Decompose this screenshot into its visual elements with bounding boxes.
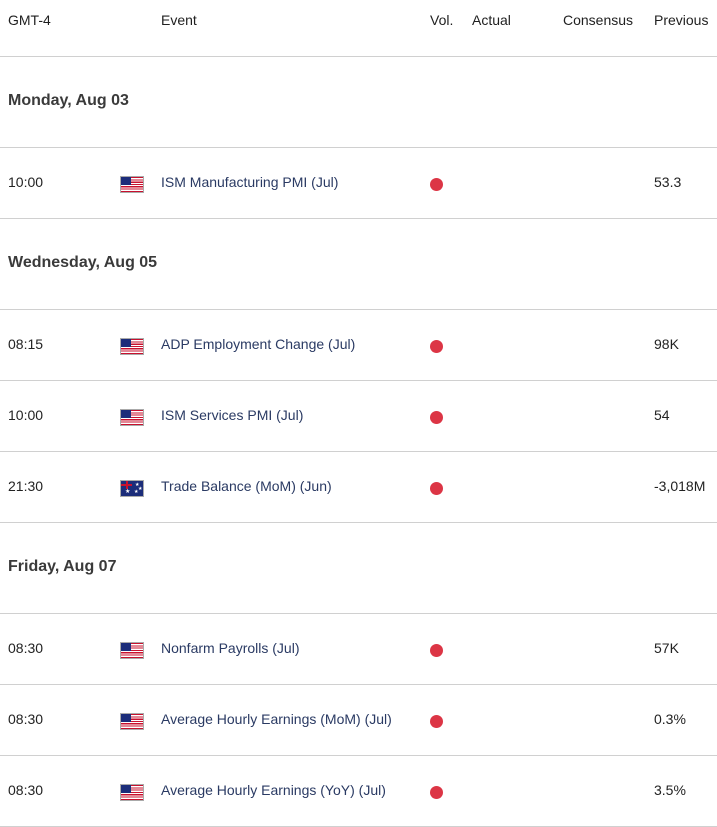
- us-flag-icon: [120, 176, 144, 193]
- previous-value: 98K: [654, 336, 679, 352]
- day-group-header: Wednesday, Aug 05: [0, 219, 717, 310]
- table-row[interactable]: 08:30 Average Hourly Earnings (YoY) (Jul)…: [0, 756, 717, 827]
- table-row[interactable]: 10:00 ISM Manufacturing PMI (Jul) 53.3: [0, 148, 717, 219]
- us-flag-icon: [120, 784, 144, 801]
- high-volatility-dot-icon: [430, 644, 443, 657]
- au-flag-icon: ★ ★ ★ ★: [120, 480, 144, 497]
- event-name-link[interactable]: Nonfarm Payrolls (Jul): [161, 640, 300, 656]
- table-row[interactable]: 08:30 Nonfarm Payrolls (Jul) 57K: [0, 614, 717, 685]
- table-row[interactable]: 10:00 ISM Services PMI (Jul) 54: [0, 381, 717, 452]
- day-label: Wednesday, Aug 05: [8, 254, 158, 271]
- previous-column-header[interactable]: Previous: [654, 12, 709, 28]
- previous-value: 53.3: [654, 174, 682, 190]
- previous-value: 54: [654, 407, 670, 423]
- volatility-column-header[interactable]: Vol.: [430, 12, 454, 28]
- event-time: 08:30: [8, 640, 44, 656]
- event-column-header[interactable]: Event: [161, 12, 197, 28]
- event-time: 21:30: [8, 478, 44, 494]
- consensus-column-header[interactable]: Consensus: [563, 12, 634, 28]
- us-flag-icon: [120, 338, 144, 355]
- us-flag-icon: [120, 713, 144, 730]
- high-volatility-dot-icon: [430, 340, 443, 353]
- table-header: GMT-4 Event Vol. Actual Consensus Previo…: [0, 0, 717, 57]
- timezone-header: GMT-4: [8, 12, 51, 28]
- us-flag-icon: [120, 642, 144, 659]
- table-row[interactable]: 08:15 ADP Employment Change (Jul) 98K: [0, 310, 717, 381]
- day-label: Friday, Aug 07: [8, 558, 117, 575]
- day-group-header: Monday, Aug 03: [0, 57, 717, 148]
- previous-value: -3,018M: [654, 478, 706, 494]
- event-time: 10:00: [8, 407, 44, 423]
- high-volatility-dot-icon: [430, 786, 443, 799]
- high-volatility-dot-icon: [430, 482, 443, 495]
- previous-value: 0.3%: [654, 711, 686, 727]
- previous-value: 57K: [654, 640, 679, 656]
- event-name-link[interactable]: Average Hourly Earnings (YoY) (Jul): [161, 782, 386, 798]
- previous-value: 3.5%: [654, 782, 686, 798]
- day-group-header: Friday, Aug 07: [0, 523, 717, 614]
- event-time: 08:15: [8, 336, 44, 352]
- event-name-link[interactable]: Trade Balance (MoM) (Jun): [161, 478, 332, 494]
- table-row[interactable]: 08:30 Average Hourly Earnings (MoM) (Jul)…: [0, 685, 717, 756]
- high-volatility-dot-icon: [430, 178, 443, 191]
- event-name-link[interactable]: Average Hourly Earnings (MoM) (Jul): [161, 711, 392, 727]
- event-name-link[interactable]: ISM Services PMI (Jul): [161, 407, 304, 423]
- us-flag-icon: [120, 409, 144, 426]
- high-volatility-dot-icon: [430, 715, 443, 728]
- day-label: Monday, Aug 03: [8, 92, 129, 109]
- event-name-link[interactable]: ADP Employment Change (Jul): [161, 336, 356, 352]
- event-time: 10:00: [8, 174, 44, 190]
- high-volatility-dot-icon: [430, 411, 443, 424]
- event-time: 08:30: [8, 711, 44, 727]
- table-row[interactable]: 21:30 ★ ★ ★ ★ Trade Balance (MoM) (Jun) -3,018…: [0, 452, 717, 523]
- event-time: 08:30: [8, 782, 44, 798]
- event-name-link[interactable]: ISM Manufacturing PMI (Jul): [161, 174, 339, 190]
- actual-column-header[interactable]: Actual: [472, 12, 511, 28]
